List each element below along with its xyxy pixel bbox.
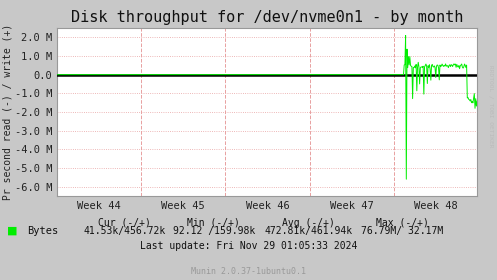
Text: 472.81k/461.94k: 472.81k/461.94k	[264, 226, 352, 236]
Text: Max (-/+): Max (-/+)	[376, 218, 429, 228]
Y-axis label: Pr second read (-) / write (+): Pr second read (-) / write (+)	[2, 24, 12, 200]
Text: 92.12 /159.98k: 92.12 /159.98k	[172, 226, 255, 236]
Text: Last update: Fri Nov 29 01:05:33 2024: Last update: Fri Nov 29 01:05:33 2024	[140, 241, 357, 251]
Text: Avg (-/+): Avg (-/+)	[282, 218, 334, 228]
Text: Munin 2.0.37-1ubuntu0.1: Munin 2.0.37-1ubuntu0.1	[191, 267, 306, 276]
Text: 76.79M/ 32.17M: 76.79M/ 32.17M	[361, 226, 444, 236]
Text: RRDTOOL / TOBI OETIKER: RRDTOOL / TOBI OETIKER	[488, 65, 493, 148]
Text: Bytes: Bytes	[27, 226, 59, 236]
Text: Cur (-/+): Cur (-/+)	[98, 218, 151, 228]
Text: ■: ■	[7, 226, 18, 236]
Text: Min (-/+): Min (-/+)	[187, 218, 240, 228]
Text: 41.53k/456.72k: 41.53k/456.72k	[83, 226, 166, 236]
Title: Disk throughput for /dev/nvme0n1 - by month: Disk throughput for /dev/nvme0n1 - by mo…	[71, 10, 463, 25]
